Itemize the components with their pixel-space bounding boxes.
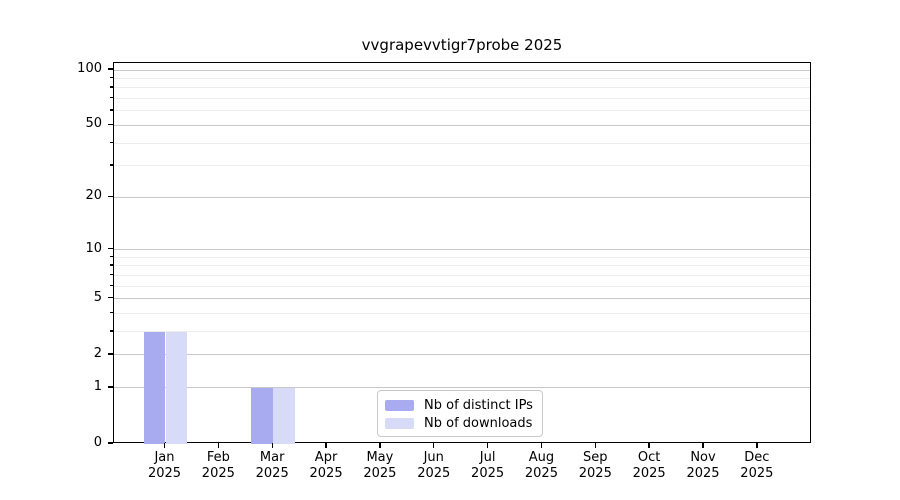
y-axis-minor-tick (110, 141, 113, 143)
legend-item-label: Nb of downloads (424, 416, 533, 431)
x-tick-label: Jan 2025 (147, 450, 182, 481)
y-axis-tick (107, 297, 113, 299)
x-tick-label: Aug 2025 (524, 450, 558, 481)
x-axis-tick (217, 443, 220, 448)
y-tick-label: 20 (85, 188, 102, 204)
y-axis-minor-tick (110, 109, 113, 111)
minor-gridline (114, 265, 810, 267)
major-gridline (114, 124, 810, 126)
x-tick-label: Apr 2025 (309, 450, 343, 481)
y-axis-minor-tick (110, 264, 113, 266)
plot-area (113, 62, 811, 444)
minor-gridline (114, 285, 810, 287)
y-tick-label: 1 (93, 378, 102, 394)
major-gridline (114, 249, 810, 251)
minor-gridline (114, 165, 810, 167)
x-tick-label: May 2025 (363, 450, 397, 481)
legend: Nb of distinct IPs Nb of downloads (377, 390, 543, 437)
legend-swatch-icon (385, 418, 414, 429)
x-axis-tick (433, 443, 435, 448)
x-tick-label: Jun 2025 (417, 450, 451, 481)
x-axis-tick (648, 443, 650, 448)
y-axis-tick (107, 386, 113, 388)
major-gridline (114, 196, 810, 198)
y-tick-label: 10 (85, 240, 102, 256)
x-tick-label: Dec 2025 (740, 450, 774, 481)
y-axis-tick (107, 353, 113, 355)
y-axis-tick (107, 247, 113, 250)
legend-item: Nb of distinct IPs (385, 397, 535, 414)
major-gridline (114, 387, 810, 389)
x-tick-label: Nov 2025 (686, 450, 720, 481)
chart-title: vvgrapevvtigr7probe 2025 (361, 36, 563, 54)
x-tick-label: Oct 2025 (632, 450, 666, 481)
x-axis-tick (756, 443, 758, 448)
minor-gridline (114, 77, 810, 79)
minor-gridline (114, 87, 810, 89)
y-tick-label: 2 (93, 345, 102, 361)
bar-segment (143, 331, 166, 444)
x-tick-label: Mar 2025 (255, 450, 289, 481)
x-axis-tick (163, 443, 166, 448)
y-tick-label: 5 (93, 289, 102, 305)
y-tick-label: 100 (77, 61, 102, 76)
x-tick-label: Feb 2025 (201, 450, 235, 481)
bar-segment (251, 387, 274, 444)
y-axis-tick (107, 68, 113, 70)
legend-swatch-icon (385, 400, 414, 411)
major-gridline (114, 354, 810, 356)
y-axis-minor-tick (110, 164, 113, 166)
legend-item: Nb of downloads (385, 415, 535, 432)
minor-gridline (114, 331, 810, 333)
y-axis-tick (107, 123, 113, 126)
minor-gridline (114, 274, 810, 276)
major-gridline (114, 69, 810, 71)
y-tick-label: 0 (93, 435, 102, 450)
minor-gridline (114, 98, 810, 100)
y-axis-tick (107, 442, 113, 444)
x-tick-label: Jul 2025 (471, 450, 505, 481)
x-axis-tick (379, 443, 381, 448)
minor-gridline (114, 256, 810, 258)
y-axis-minor-tick (110, 255, 113, 258)
bar-segment (273, 387, 295, 444)
x-axis-tick (325, 443, 327, 448)
minor-gridline (114, 142, 810, 144)
y-axis-minor-tick (110, 76, 113, 79)
x-axis-tick (594, 443, 596, 448)
y-axis-minor-tick (110, 330, 113, 332)
x-axis-tick (702, 443, 704, 448)
x-axis-tick (486, 443, 489, 448)
x-tick-label: Sep 2025 (578, 450, 612, 481)
y-axis-minor-tick (110, 312, 113, 314)
minor-gridline (114, 313, 810, 315)
x-axis-tick (540, 443, 543, 448)
legend-item-label: Nb of distinct IPs (424, 398, 533, 413)
x-axis-tick (271, 443, 273, 448)
minor-gridline (114, 110, 810, 112)
major-gridline (114, 298, 810, 300)
bar-segment (165, 331, 188, 444)
y-axis-minor-tick (110, 273, 113, 276)
y-axis-minor-tick (110, 97, 113, 99)
y-axis-minor-tick (110, 86, 113, 88)
y-axis-minor-tick (110, 284, 113, 287)
y-tick-label: 50 (85, 116, 102, 132)
y-axis-tick (107, 195, 113, 197)
